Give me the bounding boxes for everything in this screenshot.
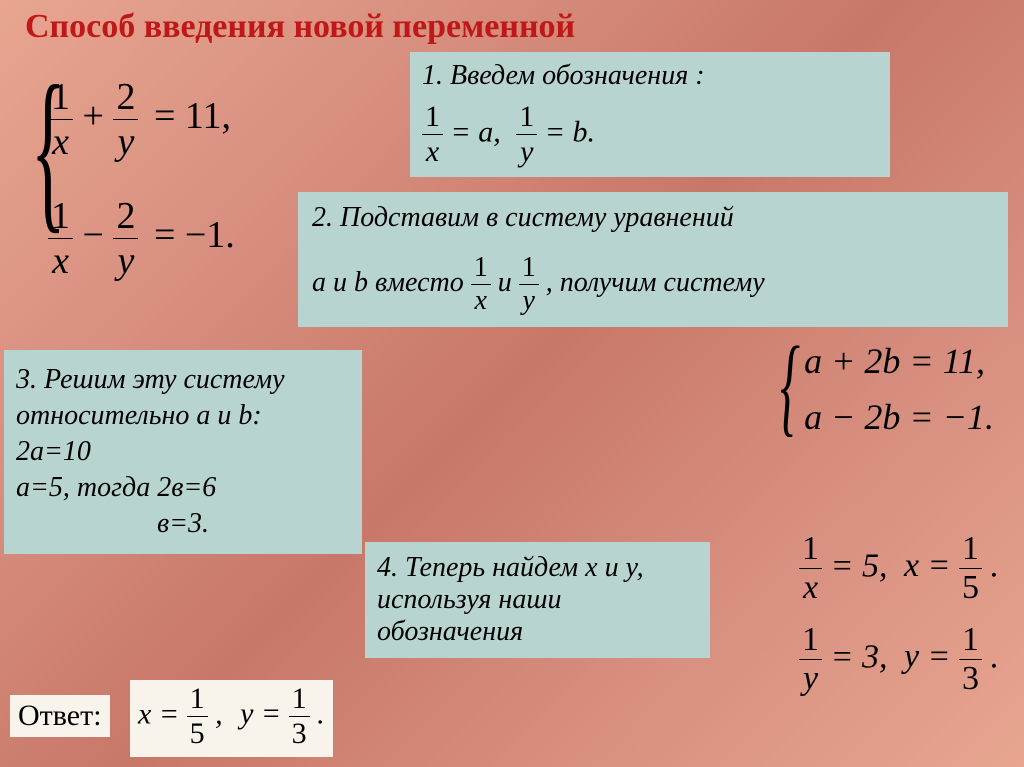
eq-text: ,: [215, 697, 223, 730]
frac-num: 1: [959, 621, 982, 660]
step-4-box: 4. Теперь найдем х и у, используя наши о…: [365, 542, 710, 658]
eq-text: = 3,: [831, 638, 888, 675]
rhs: −1.: [185, 214, 235, 256]
brace-icon: {: [780, 322, 800, 449]
eq-text: y =: [240, 697, 281, 730]
op: −: [83, 214, 104, 256]
eq-text: .: [991, 638, 1000, 675]
frac-num: 2: [113, 75, 138, 120]
rhs: 11,: [185, 95, 231, 137]
frac-den: y: [113, 239, 138, 283]
step-3-line: 3. Решим эту систему: [16, 364, 350, 396]
eq-text: x =: [138, 697, 179, 730]
step-2-text: a и b вместо: [312, 267, 464, 298]
frac-den: y: [113, 120, 138, 164]
frac-num: 1: [187, 682, 208, 717]
step-4-line: 4. Теперь найдем х и у,: [377, 552, 698, 584]
step-3-line: в=3.: [16, 508, 350, 540]
frac-num: 1: [471, 252, 491, 285]
step-3-line: a=5, тогда 2в=6: [16, 472, 350, 504]
frac-num: 1: [519, 252, 539, 285]
frac-num: 1: [516, 100, 537, 135]
frac-den: x: [422, 135, 443, 169]
step-3-box: 3. Решим эту систему относительно a и b:…: [4, 350, 362, 554]
frac-den: 5: [959, 569, 982, 607]
frac-den: y: [519, 285, 539, 317]
frac-num: 1: [799, 530, 822, 569]
eq-text: y =: [904, 638, 951, 675]
step-3-line: 2a=10: [16, 436, 350, 468]
step-1-box: 1. Введем обозначения : 1x = a, 1y = b.: [410, 52, 890, 177]
step-2-heading: 2. Подставим в систему уравнений: [312, 202, 994, 234]
step-2-text: и: [498, 267, 512, 298]
answer-equation: x = 15 , y = 13 .: [130, 680, 333, 757]
frac-den: 3: [289, 717, 310, 751]
frac-den: x: [471, 285, 491, 317]
eq-text: x =: [904, 547, 951, 584]
eq-line: a + 2b = 11,: [804, 340, 994, 382]
frac-num: 2: [113, 194, 138, 239]
frac-num: 1: [959, 530, 982, 569]
frac-num: 1: [289, 682, 310, 717]
step-4-line: используя наши: [377, 584, 698, 616]
slide-title: Способ введения новой переменной: [25, 8, 575, 46]
eq-text: .: [991, 547, 1000, 584]
frac-den: y: [516, 135, 537, 169]
eq-text: = 5,: [831, 547, 888, 584]
eq-text: = b.: [545, 115, 595, 148]
transformed-system: { a + 2b = 11, a − 2b = −1.: [790, 340, 994, 438]
frac-num: 1: [799, 621, 822, 660]
frac-den: y: [799, 660, 822, 698]
frac-den: x: [799, 569, 822, 607]
eq-line: a − 2b = −1.: [804, 396, 994, 438]
step-1-heading: 1. Введем обозначения :: [422, 60, 878, 92]
frac-den: 5: [187, 717, 208, 751]
step-4-line: обозначения: [377, 616, 698, 648]
step-2-text: , получим систему: [546, 267, 765, 298]
step-3-line: относительно a и b:: [16, 400, 350, 432]
brace-icon: {: [31, 45, 66, 252]
step-2-box: 2. Подставим в систему уравнений a и b в…: [298, 192, 1008, 327]
frac-num: 1: [422, 100, 443, 135]
eq-text: .: [317, 697, 325, 730]
answer-label: Ответ:: [10, 695, 110, 737]
solutions-block: 1x = 5, x = 15 . 1y = 3, y = 13 .: [799, 530, 999, 712]
op: +: [83, 95, 104, 137]
eq-text: = a,: [451, 115, 501, 148]
frac-den: 3: [959, 660, 982, 698]
original-system: { 1x + 2y = 11, 1x − 2y = −1.: [30, 75, 235, 283]
